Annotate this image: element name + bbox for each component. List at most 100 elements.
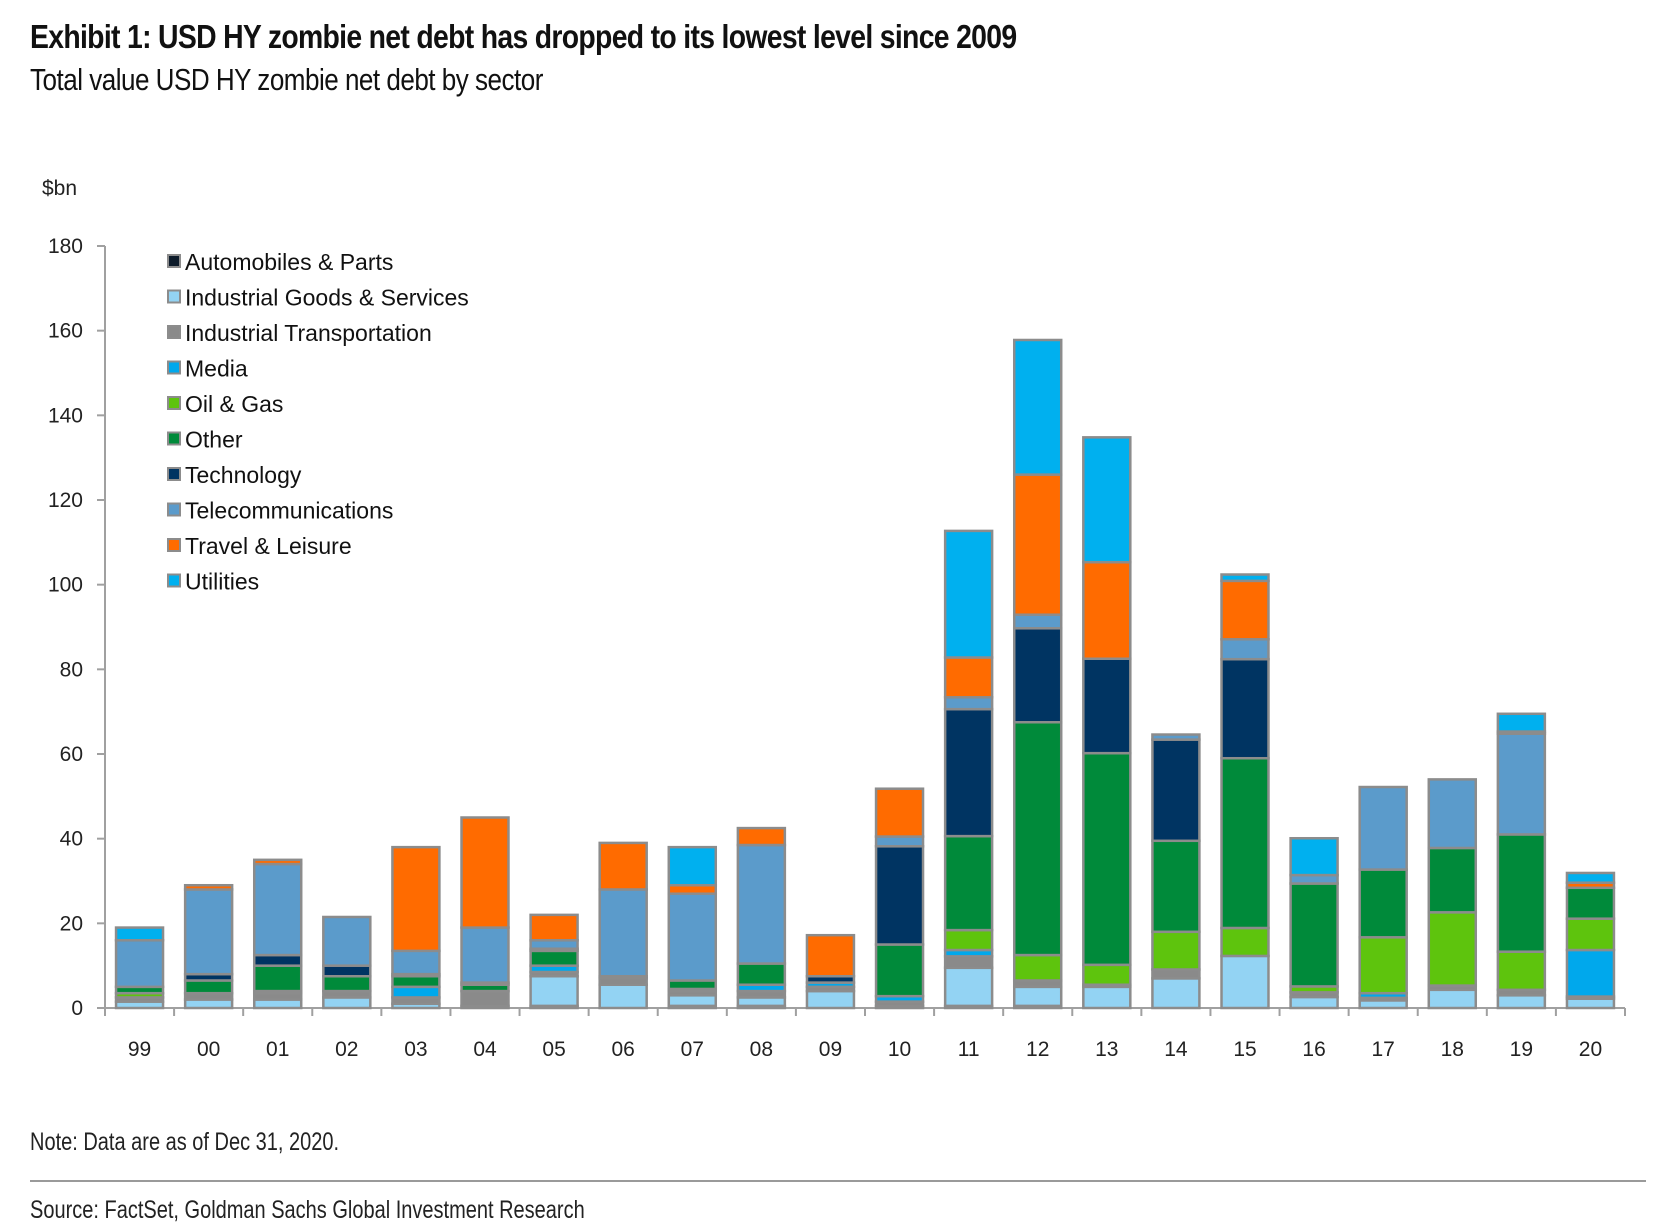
bar-segment-travel-leisure <box>736 826 787 847</box>
bar-stack-04 <box>460 816 510 1010</box>
bar-stack-13 <box>1082 436 1132 1010</box>
bar-segment-other <box>1427 846 1478 914</box>
x-tick-label: 10 <box>888 1038 911 1061</box>
bar-segment-industrial-goods-services <box>736 996 787 1008</box>
bar-segment-telecommunications <box>322 915 372 967</box>
bar-segment-travel-leisure <box>391 845 441 953</box>
bar-stack-00 <box>183 883 234 1010</box>
x-tick-label: 14 <box>1164 1038 1188 1061</box>
y-tick-label: 100 <box>48 574 83 597</box>
bar-segment-other <box>1012 721 1063 957</box>
legend-label: Utilities <box>185 569 259 595</box>
bar-segment-travel-leisure <box>874 787 925 838</box>
stacked-bar-chart: $bn 0 20 40 60 80 100 120 140 160 180 99 00 01 02 03 04… <box>42 177 1626 1061</box>
x-tick-label: 12 <box>1026 1038 1049 1061</box>
legend-label: Automobiles & Parts <box>185 249 393 275</box>
source-line: Source: FactSet, Goldman Sachs Global In… <box>30 1196 585 1224</box>
bar-stack-18 <box>1427 778 1478 1010</box>
bar-segment-telecommunications <box>943 696 994 711</box>
bar-segment-travel-leisure <box>1012 473 1063 616</box>
bar-segment-telecommunications <box>1220 638 1270 661</box>
x-tick-label: 11 <box>958 1038 980 1061</box>
bar-segment-media <box>1565 948 1616 998</box>
bar-stack-15 <box>1220 573 1270 1010</box>
bar-segment-other <box>183 979 234 995</box>
bar-stack-01 <box>252 858 303 1010</box>
bar-segment-industrial-goods-services <box>322 996 372 1010</box>
bar-segment-other <box>1289 882 1339 988</box>
bar-segment-other <box>322 975 372 993</box>
legend-label: Telecommunications <box>185 498 393 524</box>
bar-segment-telecommunications <box>874 835 925 848</box>
bar-segment-utilities <box>1565 871 1616 884</box>
bar-segment-other <box>529 949 579 967</box>
bar-segment-telecommunications <box>114 939 165 989</box>
bar-stack-11 <box>943 529 994 1010</box>
divider <box>30 1180 1646 1182</box>
legend-label: Travel & Leisure <box>185 533 352 559</box>
bar-segment-telecommunications <box>1358 785 1408 871</box>
bar-segment-industrial-goods-services <box>1151 977 1201 1010</box>
bar-segment-telecommunications <box>1289 873 1339 885</box>
x-tick-label: 00 <box>197 1038 220 1061</box>
legend-swatch <box>167 467 181 481</box>
legend-label: Industrial Goods & Services <box>185 285 469 311</box>
bar-segment-utilities <box>1220 573 1270 583</box>
bars <box>114 338 1616 1010</box>
x-tick-label: 16 <box>1302 1038 1325 1061</box>
y-tick-label: 60 <box>60 743 83 766</box>
bar-segment-technology <box>1012 627 1063 724</box>
x-tick-label: 05 <box>542 1038 565 1061</box>
legend-label: Other <box>185 427 243 453</box>
bar-stack-16 <box>1289 836 1339 1010</box>
bar-segment-oil-gas <box>1565 917 1616 952</box>
bar-segment-other <box>1082 751 1132 967</box>
bar-segment-telecommunications <box>1496 732 1547 836</box>
bar-stack-08 <box>736 826 787 1010</box>
x-tick-label: 08 <box>750 1038 773 1061</box>
y-tick-label: 40 <box>60 828 83 851</box>
bar-segment-other <box>943 834 994 932</box>
bar-segment-other <box>391 975 441 989</box>
x-tick-label: 17 <box>1372 1038 1395 1061</box>
bar-stack-12 <box>1012 338 1063 1010</box>
bar-segment-oil-gas <box>1496 950 1547 992</box>
legend-swatch <box>167 254 181 268</box>
bar-segment-industrial-goods-services <box>598 983 648 1010</box>
x-tick-label: 09 <box>819 1038 842 1061</box>
bar-segment-technology <box>1151 738 1201 843</box>
x-tick-label: 18 <box>1441 1038 1464 1061</box>
bar-segment-travel-leisure <box>667 883 718 895</box>
bar-stack-07 <box>667 845 718 1010</box>
y-tick-label: 120 <box>48 489 83 512</box>
bar-segment-telecommunications <box>183 888 234 976</box>
y-tick-label: 180 <box>48 235 83 258</box>
bar-segment-other <box>874 943 925 998</box>
bar-segment-utilities <box>114 926 165 942</box>
bar-segment-telecommunications <box>667 892 718 982</box>
bar-segment-industrial-goods-services <box>1289 995 1339 1010</box>
legend-label: Technology <box>185 462 302 488</box>
y-tick-label: 160 <box>48 320 83 343</box>
bar-stack-03 <box>391 845 441 1010</box>
bar-segment-other <box>667 979 718 991</box>
bar-segment-travel-leisure <box>460 816 510 929</box>
bar-segment-telecommunications <box>460 926 510 984</box>
bar-segment-other <box>1151 839 1201 934</box>
bar-segment-telecommunications <box>252 862 303 957</box>
bar-segment-telecommunications <box>1151 733 1201 741</box>
bar-segment-industrial-goods-services <box>1082 985 1132 1010</box>
bar-segment-travel-leisure <box>943 656 994 699</box>
legend-label: Media <box>185 356 248 382</box>
x-tick-label: 20 <box>1579 1038 1602 1061</box>
x-tick-label: 19 <box>1510 1038 1533 1061</box>
bar-segment-oil-gas <box>1151 930 1201 971</box>
legend-label: Industrial Transportation <box>185 320 432 346</box>
legend-label: Oil & Gas <box>185 391 283 417</box>
bar-segment-travel-leisure <box>529 913 579 942</box>
x-tick-label: 06 <box>612 1038 635 1061</box>
bar-segment-industrial-transportation <box>1151 968 1201 980</box>
bar-segment-oil-gas <box>1427 911 1478 987</box>
bar-segment-utilities <box>1012 338 1063 476</box>
legend: Automobiles & Parts Industrial Goods & Se… <box>167 249 469 595</box>
